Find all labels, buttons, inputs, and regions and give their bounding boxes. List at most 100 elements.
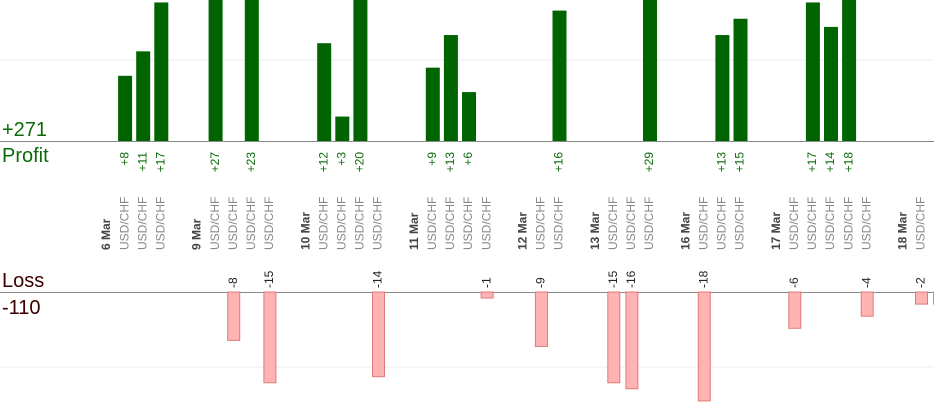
loss-value-label: -16 [624,270,638,288]
profit-value-label: +27 [208,152,222,173]
profit-bar [208,0,223,141]
loss-bar [480,291,494,299]
loss-value-label: -15 [262,270,276,288]
loss-bar [534,291,548,347]
pair-label: USD/CHF [859,197,873,250]
profit-value-label: +17 [153,152,167,173]
day-label: 10 Mar [298,212,312,250]
pair-label: USD/CHF [226,197,240,250]
loss-bar [607,291,621,384]
pair-label: USD/CHF [733,197,747,250]
loss-bar [697,291,711,402]
pair-label: USD/CHF [353,197,367,250]
loss-bar [372,291,385,378]
loss-value-label: -6 [787,277,801,288]
profit-bar [842,0,857,141]
profit-bar [824,26,838,141]
day-label: 17 Mar [769,212,783,250]
loss-value-label: -18 [696,270,710,288]
pair-label: USD/CHF [425,197,439,250]
profit-value-label: +23 [244,152,258,173]
profit-value-label: +11 [135,152,149,172]
loss-value-label: -2 [914,277,928,288]
profit-value-label: +13 [443,152,457,173]
loss-bar [263,291,277,384]
profit-bar [118,75,133,141]
pair-label: USD/CHF [334,197,348,250]
pair-label: USD/CHF [787,197,801,250]
profit-value-label: +17 [805,152,819,173]
pair-label: USD/CHF [461,197,475,250]
loss-value-label: -8 [226,277,240,288]
profit-bar [335,116,350,141]
profit-value-label: +6 [461,152,475,166]
pair-label: USD/CHF [841,197,855,250]
loss-bar [860,291,874,317]
profit-value-label: +15 [733,152,747,173]
pair-label: USD/CHF [624,197,638,250]
pair-label: USD/CHF [805,197,819,250]
pair-label: USD/CHF [135,197,149,250]
profit-value-label: +8 [117,152,131,166]
pair-label: USD/CHF [606,197,620,250]
profit-bar [353,0,368,141]
profit-bar [715,35,730,141]
day-label: 13 Mar [588,212,602,250]
pair-label: USD/CHF [715,197,729,250]
day-label: 18 Mar [896,212,910,250]
pair-label: USD/CHF [316,197,330,250]
profit-value-label: +29 [642,152,656,173]
pair-label: USD/CHF [262,197,276,250]
profit-value-label: +3 [334,152,348,166]
loss-value-label: -9 [534,277,548,288]
loss-bar [625,291,639,390]
loss-value-label: -15 [606,270,620,288]
day-label: 12 Mar [515,212,529,250]
pair-label: USD/CHF [371,197,385,250]
profit-value-label: +20 [353,152,367,173]
profit-bar [643,0,657,141]
loss-total: -110 [2,297,41,319]
profit-value-label: +18 [841,152,855,173]
profit-value-label: +14 [823,152,837,173]
loss-bar [227,291,241,341]
profit-value-label: +9 [425,152,439,166]
profit-bar [552,10,567,141]
profit-total: +271 [2,119,48,141]
day-label: 11 Mar [407,212,421,250]
pair-label: USD/CHF [914,197,928,250]
profit-value-label: +12 [316,152,330,173]
loss-value-label: -2 [932,277,934,288]
pair-label: USD/CHF [443,197,457,250]
loss-bar [788,291,802,329]
loss-value-label: -1 [479,277,493,288]
profit-bar [317,43,332,142]
profit-bar [733,18,748,141]
pair-label: USD/CHF [534,197,548,250]
loss-bar [915,291,928,305]
day-label: 9 Mar [190,218,204,250]
day-label: 6 Mar [99,218,113,250]
pair-label: USD/CHF [696,197,710,250]
pair-label: USD/CHF [208,197,222,250]
pair-label: USD/CHF [823,197,837,250]
profit-label: Profit [2,145,49,167]
pair-label: USD/CHF [642,197,656,250]
profit-bar [244,0,259,141]
loss-label: Loss [2,270,45,292]
profit-bar [443,35,458,141]
profit-bar [154,2,169,142]
pair-label: USD/CHF [932,197,934,250]
loss-value-label: -4 [859,277,873,288]
pair-label: USD/CHF [552,197,566,250]
profit-bar [425,67,440,141]
day-label: 16 Mar [678,212,692,250]
profit-bar [462,92,476,141]
profit-value-label: +13 [715,152,729,173]
profit-value-label: +16 [552,152,566,173]
profit-bar [136,51,151,141]
pair-label: USD/CHF [153,197,167,250]
loss-value-label: -14 [371,270,385,288]
pair-label: USD/CHF [244,197,258,250]
